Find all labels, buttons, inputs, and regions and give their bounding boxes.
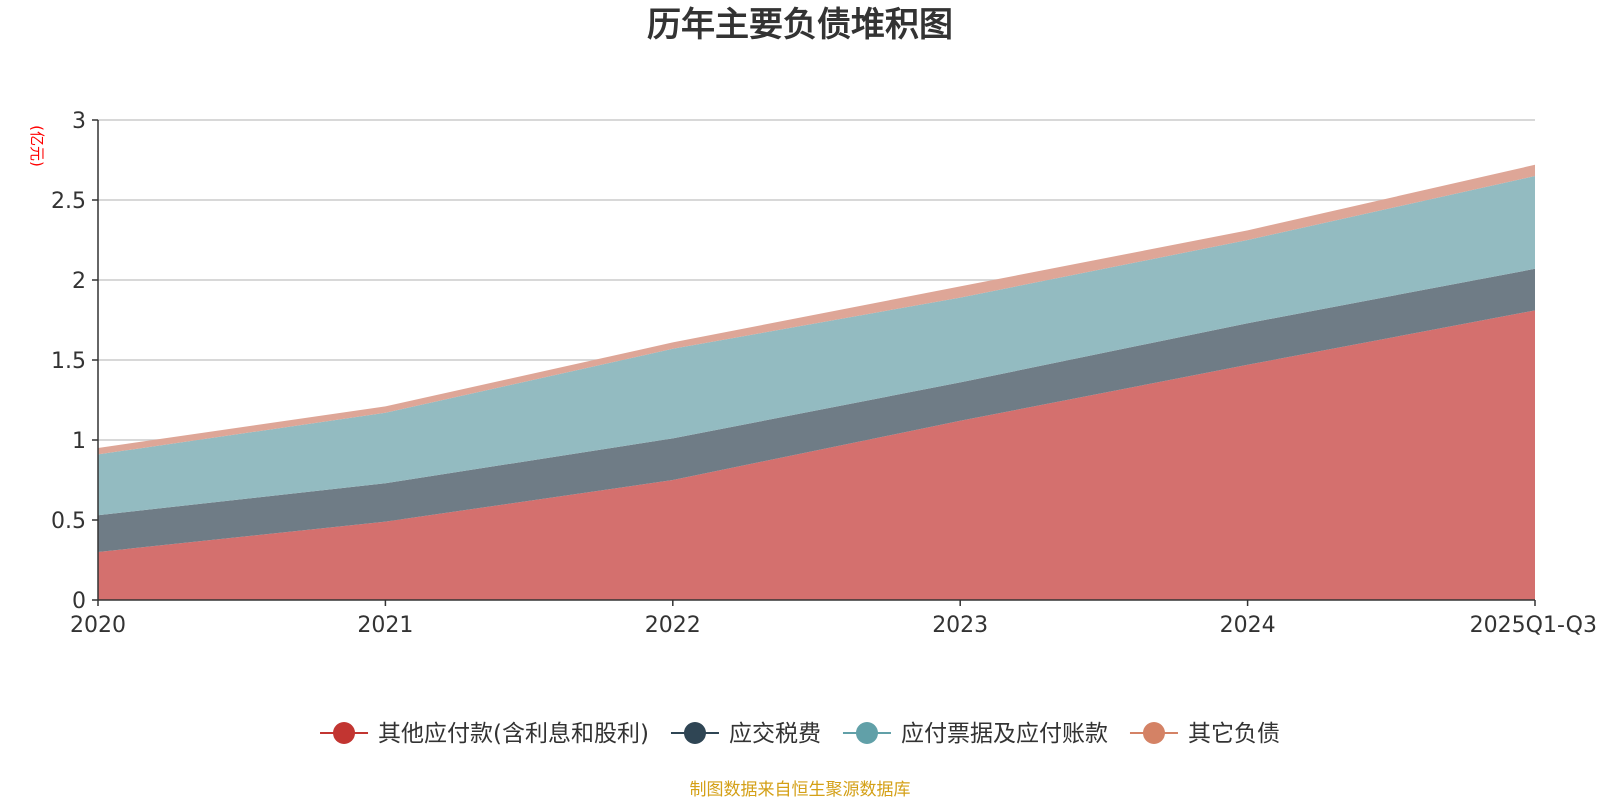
data-source-note: 制图数据来自恒生聚源数据库: [690, 780, 911, 800]
legend-marker-icon: [333, 722, 356, 744]
area-series-2[interactable]: [98, 176, 1535, 516]
y-tick-label: 0.5: [51, 509, 86, 534]
y-tick-label: 0: [72, 589, 86, 614]
legend-item-0[interactable]: 其他应付款(含利息和股利): [320, 721, 649, 747]
legend[interactable]: 其他应付款(含利息和股利) 应交税费 应付票据及应付账款 其它负债: [320, 721, 1280, 747]
x-tick-label: 2025Q1-Q3: [1470, 613, 1597, 638]
legend-marker-icon: [1142, 722, 1165, 744]
legend-marker-icon: [855, 722, 878, 744]
y-tick-label: 2.5: [51, 189, 86, 214]
x-tick-label: 2024: [1220, 613, 1276, 638]
legend-item-3[interactable]: 其它负债: [1129, 721, 1280, 747]
legend-marker-icon: [683, 722, 706, 744]
legend-item-2[interactable]: 应付票据及应付账款: [842, 721, 1108, 747]
y-tick-label: 2: [72, 269, 86, 294]
y-tick-label: 1.5: [51, 349, 86, 374]
area-series-0[interactable]: [98, 310, 1535, 600]
y-tick-label: 1: [72, 429, 86, 454]
legend-label: 其他应付款(含利息和股利): [378, 721, 649, 747]
x-tick-label: 2023: [932, 613, 988, 638]
chart-title: 历年主要负债堆积图: [647, 5, 953, 45]
x-tick-label: 2022: [645, 613, 701, 638]
y-tick-label: 3: [72, 109, 86, 134]
legend-label: 其它负债: [1188, 721, 1280, 747]
area-series: [98, 164, 1535, 600]
legend-label: 应付票据及应付账款: [901, 721, 1108, 747]
y-axis-unit-label: (亿元): [28, 125, 46, 167]
legend-label: 应交税费: [729, 721, 821, 747]
x-tick-label: 2020: [70, 613, 126, 638]
legend-item-1[interactable]: 应交税费: [670, 721, 821, 747]
axes: 0 0.5 1 1.5 2 2.5 3 2020 2021 2022 2023 2024 2025Q1-…: [51, 109, 1597, 638]
x-tick-label: 2021: [357, 613, 413, 638]
